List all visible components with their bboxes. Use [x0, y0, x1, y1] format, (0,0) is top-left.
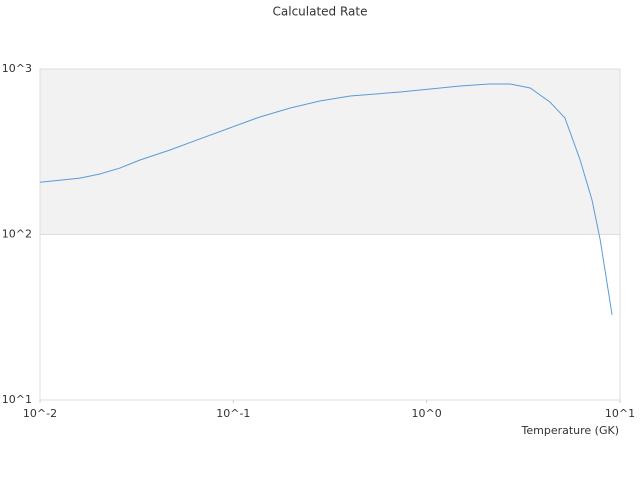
bands	[40, 69, 620, 235]
y-tick-label: 10^2	[2, 228, 32, 241]
chart-title: Calculated Rate	[273, 5, 368, 19]
x-tick-label: 10^0	[412, 407, 442, 420]
y-tick-label: 10^3	[2, 62, 32, 75]
x-tick-label: 10^-1	[216, 407, 250, 420]
series-line	[39, 83, 613, 315]
x-tick-label: 10^1	[605, 407, 635, 420]
band	[40, 69, 620, 235]
x-axis-label: Temperature (GK)	[521, 424, 620, 437]
y-tick-label: 10^1	[2, 393, 32, 406]
x-tick-label: 10^-2	[23, 407, 57, 420]
